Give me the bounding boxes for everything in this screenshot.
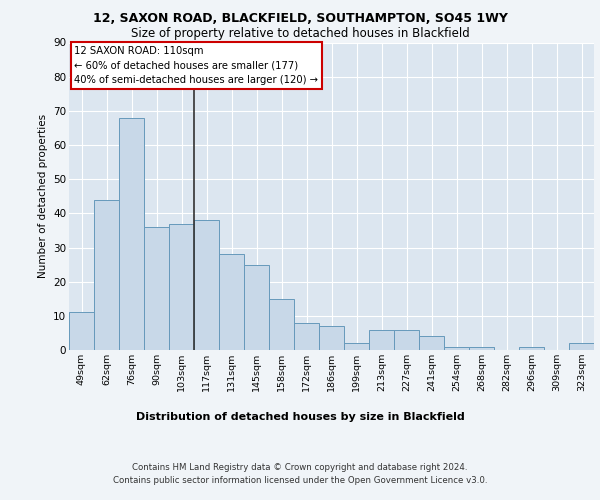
Bar [119,118,144,350]
Bar [569,343,594,350]
Bar [419,336,444,350]
Bar [169,224,194,350]
Bar [369,330,394,350]
Bar [319,326,344,350]
Y-axis label: Number of detached properties: Number of detached properties [38,114,47,278]
Bar [69,312,94,350]
Bar [144,227,169,350]
Bar [194,220,219,350]
Bar [469,346,494,350]
Text: Contains public sector information licensed under the Open Government Licence v3: Contains public sector information licen… [113,476,487,485]
Text: Size of property relative to detached houses in Blackfield: Size of property relative to detached ho… [131,28,469,40]
Bar [394,330,419,350]
Text: Distribution of detached houses by size in Blackfield: Distribution of detached houses by size … [136,412,464,422]
Bar [294,322,319,350]
Text: 12, SAXON ROAD, BLACKFIELD, SOUTHAMPTON, SO45 1WY: 12, SAXON ROAD, BLACKFIELD, SOUTHAMPTON,… [92,12,508,26]
Bar [244,264,269,350]
Bar [219,254,244,350]
Text: 12 SAXON ROAD: 110sqm
← 60% of detached houses are smaller (177)
40% of semi-det: 12 SAXON ROAD: 110sqm ← 60% of detached … [74,46,318,85]
Bar [519,346,544,350]
Bar [444,346,469,350]
Bar [344,343,369,350]
Bar [269,298,294,350]
Text: Contains HM Land Registry data © Crown copyright and database right 2024.: Contains HM Land Registry data © Crown c… [132,462,468,471]
Bar [94,200,119,350]
